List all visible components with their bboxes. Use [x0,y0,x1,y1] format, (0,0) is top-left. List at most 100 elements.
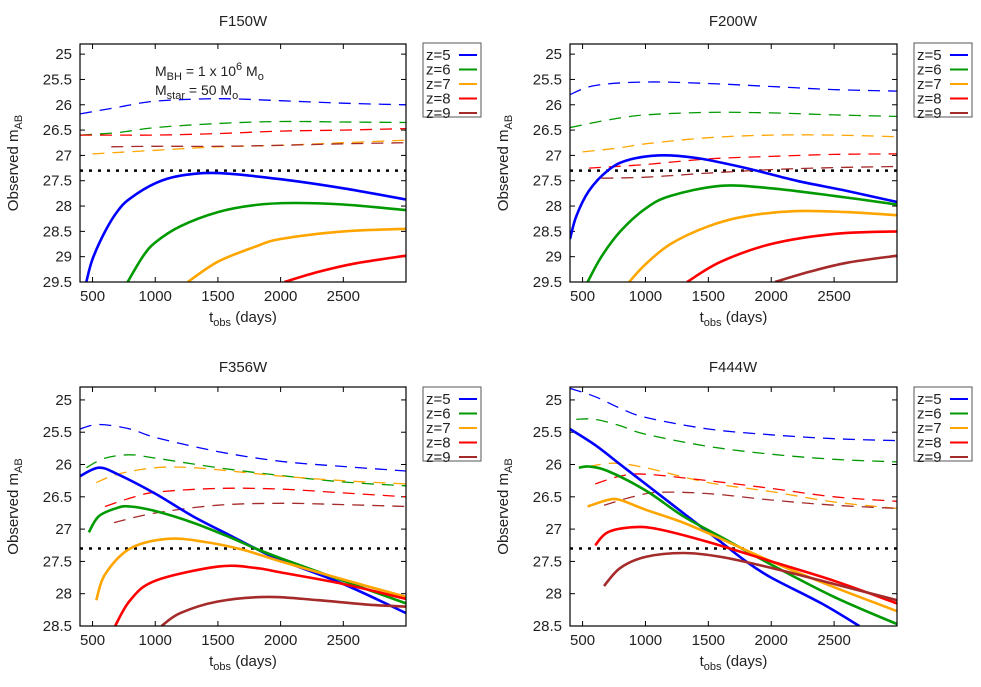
legend-label: z=5 [426,391,451,408]
x-tick-label: 1500 [692,288,725,305]
series-solid-z6 [578,465,897,626]
series-dashed-z6 [80,120,406,136]
y-tick-label: 25 [545,392,562,409]
series-solid-z8 [686,230,897,282]
y-tick-label: 28.5 [43,618,72,635]
svg-text:MBH = 1 x 106 Mo: MBH = 1 x 106 Mo [155,61,264,83]
legend-label: z=8 [917,91,942,108]
series-dashed-z6 [570,111,897,129]
series-dashed-z7 [588,462,897,510]
series-solid-z5 [85,171,406,282]
y-axis-label: Observed mAB [495,458,515,554]
series-solid-z8 [284,254,406,282]
x-tick-label: 1500 [201,288,234,305]
x-axis-label: tobs (days) [209,309,277,329]
y-tick-label: 28.5 [533,223,562,240]
y-axis-label: Observed mAB [5,458,25,554]
y-tick-label: 25 [55,392,72,409]
legend-label: z=9 [426,449,451,466]
plot-frame [569,386,898,627]
series-dashed-z5 [80,98,406,115]
legend-label: z=8 [917,435,942,452]
series-solid-z8 [113,564,406,626]
legend-label: z=6 [917,62,942,79]
legend-label: z=9 [917,105,942,122]
legend-label: z=5 [917,391,942,408]
y-tick-label: 26.5 [533,122,562,139]
x-tick-label: 1000 [629,288,662,305]
series-dashed-z8 [80,127,406,136]
y-tick-label: 25.5 [533,424,562,441]
x-tick-label: 1000 [629,632,662,649]
y-tick-label: 26.5 [43,122,72,139]
x-tick-label: 1000 [139,632,172,649]
series-dashed-z5 [80,423,406,472]
series-solid-z6 [586,184,897,282]
y-tick-label: 27 [545,521,562,538]
x-axis-label: tobs (days) [700,653,768,673]
y-tick-label: 26 [55,97,72,114]
legend: z=5z=6z=7z=8z=9 [422,386,482,466]
x-tick-label: 1500 [692,632,725,649]
y-tick-label: 25.5 [533,71,562,88]
y-tick-label: 27 [55,147,72,164]
legend-label: z=7 [426,420,451,437]
y-tick-label: 28 [545,586,562,603]
y-tick-label: 29.5 [43,274,72,291]
x-tick-label: 1000 [139,288,172,305]
y-tick-label: 27.5 [43,173,72,190]
panel-title: F444W [709,359,758,376]
y-tick-label: 26 [545,97,562,114]
x-axis-label: tobs (days) [209,653,277,673]
series-solid-z5 [570,153,897,240]
legend-label: z=5 [917,47,942,64]
annotation: MBH = 1 x 106 Mo Mstar = 50 Mo [155,61,264,102]
y-tick-label: 25.5 [43,424,72,441]
y-tick-label: 27.5 [533,173,562,190]
legend-label: z=9 [426,105,451,122]
x-tick-label: 2000 [264,288,297,305]
y-tick-label: 27 [55,521,72,538]
y-tick-label: 26 [545,457,562,474]
series-dashed-z8 [588,153,897,169]
x-tick-label: 2500 [327,288,360,305]
panel-f444w: F444W 500 1000 1500 2000 2500 25 25.5 26 26.5 27 27… [495,359,973,673]
series-solid-z6 [126,201,406,282]
panel-title: F200W [709,13,758,30]
panel-title: F356W [219,359,268,376]
y-tick-label: 25 [55,46,72,63]
legend-label: z=6 [426,406,451,423]
svg-text:Mstar = 50 Mo: Mstar = 50 Mo [155,82,238,102]
series-dashed-z6 [85,454,406,487]
plot-frame [569,43,898,283]
series-dashed-z5 [570,387,897,442]
x-tick-label: 2500 [817,632,850,649]
y-tick-label: 28.5 [533,618,562,635]
panel-f200w: F200W 500 1000 1500 2000 2500 25 25.5 26 26.5 27 27… [495,13,973,329]
panel-f356w: F356W 500 1000 1500 2000 2500 25 25.5 26 26.5 27 27… [5,359,482,673]
series-dashed-z9 [111,142,406,148]
y-tick-label: 29 [545,249,562,266]
legend-label: z=7 [426,76,451,93]
x-tick-label: 1500 [201,632,234,649]
series-solid-z7 [95,537,406,601]
y-axis-label: Observed mAB [5,115,25,211]
legend-label: z=7 [917,420,942,437]
x-tick-label: 500 [80,632,105,649]
series-dashed-z7 [582,134,897,153]
y-tick-label: 27.5 [533,553,562,570]
y-tick-label: 27 [545,147,562,164]
plot-frame [79,386,407,627]
legend-label: z=6 [426,62,451,79]
series-dashed-z9 [603,491,897,510]
series-solid-z7 [587,497,897,613]
plot-frame [79,43,407,283]
y-tick-label: 26 [55,457,72,474]
legend-label: z=8 [426,435,451,452]
legend: z=5z=6z=7z=8z=9 [913,42,973,122]
series-dashed-z5 [570,81,897,96]
y-tick-label: 29 [55,249,72,266]
y-tick-label: 26.5 [43,489,72,506]
series-solid-z7 [628,209,897,282]
y-tick-label: 25 [545,46,562,63]
